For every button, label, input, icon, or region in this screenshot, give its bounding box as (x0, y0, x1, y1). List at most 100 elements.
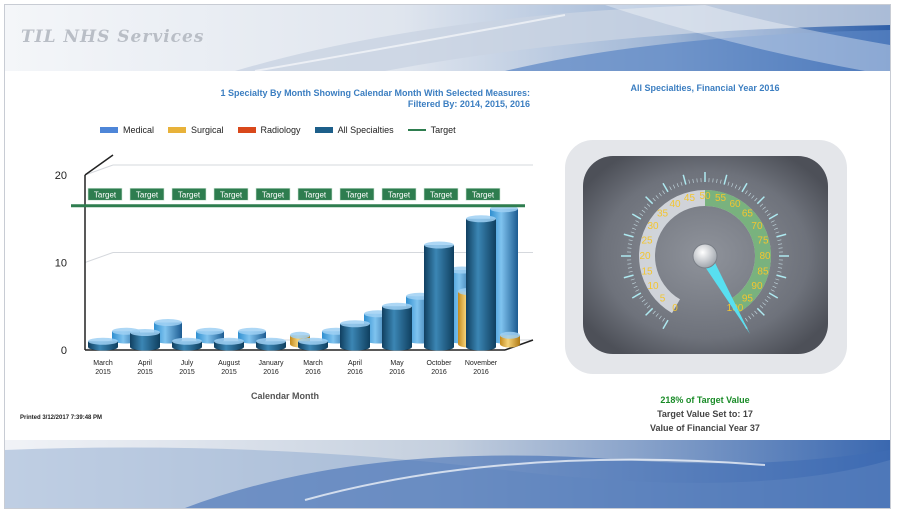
bar-all-specialties-top (298, 337, 328, 345)
gridline-side (84, 164, 114, 176)
x-tick-label: 2015 (137, 369, 153, 376)
bar-all-specialties-top (172, 337, 202, 345)
gauge-needle (699, 253, 750, 334)
legend-item-medical[interactable]: Medical (100, 125, 154, 135)
bar-all-specialties (172, 337, 202, 351)
gauge-tick (723, 174, 728, 185)
y-tick-label: 20 (55, 170, 67, 182)
legend-swatch-radiology (237, 127, 256, 133)
gauge-tick (777, 239, 782, 241)
gauge-tick (652, 310, 656, 315)
gauge-tick (646, 305, 651, 309)
gauge-tick-label: 50 (699, 191, 711, 202)
app-title: TIL NHS Services (21, 27, 205, 47)
printed-timestamp: Printed 3/12/2017 7:39:48 PM (20, 415, 103, 421)
x-tick-label: May (390, 360, 404, 367)
x-tick-label: 2016 (263, 369, 279, 376)
gauge-tick (623, 274, 634, 279)
target-label-box (339, 187, 375, 201)
gauge-value-text: Value of Financial Year 37 (650, 423, 760, 433)
gauge-tick (745, 317, 748, 322)
gauge-tick (646, 203, 651, 207)
x-tick-label: 2016 (473, 369, 489, 376)
gauge-tick (776, 274, 787, 279)
bar-all-specialties (382, 302, 412, 351)
legend-item-radiology[interactable]: Radiology (237, 125, 301, 135)
gauge-tick (630, 278, 635, 281)
chart-legend[interactable]: Medical Surgical Radiology All Specialti… (100, 125, 456, 135)
gauge-tick-label: 15 (641, 267, 653, 278)
gauge-tick-label: 60 (729, 199, 741, 210)
x-tick-label: August (218, 360, 240, 367)
gauge-tick-label: 70 (751, 221, 763, 232)
y-axis-depth (84, 154, 114, 176)
x-tick-label: 2015 (95, 369, 111, 376)
target-label: Target (262, 190, 285, 199)
legend-label-radiology: Radiology (260, 125, 301, 135)
gauge-tick (756, 307, 765, 316)
gauge-tick (768, 292, 779, 299)
bar-all-specialties-top (382, 302, 412, 310)
x-tick-label: November (465, 360, 498, 367)
x-tick-label: March (303, 360, 323, 367)
gauge-tick (773, 282, 778, 285)
x-tick-label: October (427, 360, 453, 367)
gauge-tick (633, 224, 638, 227)
target-label: Target (388, 190, 411, 199)
gauge-tick-label: 20 (639, 251, 651, 262)
gauge-tick (662, 182, 669, 193)
gauge-tick (627, 267, 632, 269)
bar-all-specialties (424, 241, 454, 351)
gauge-tick (741, 182, 748, 193)
gauge-tick (673, 184, 676, 189)
gauge-tick (644, 302, 648, 306)
gauge-tick (628, 239, 633, 241)
gauge-target-text: Target Value Set to: 17 (657, 409, 753, 419)
gauge-tick (632, 227, 637, 230)
bar-medical-body (490, 208, 518, 344)
chart-title: 1 Specialty By Month Showing Calendar Mo… (150, 88, 530, 110)
bar-all-specialties-top (130, 329, 160, 336)
gauge-needle-cap (692, 243, 718, 269)
gauge-tick (627, 243, 632, 245)
target-label: Target (136, 190, 159, 199)
gauge-tick (688, 179, 690, 184)
legend-item-all-specialties[interactable]: All Specialties (314, 125, 394, 135)
gauge-tick (635, 220, 640, 223)
chart-title-line-1: 1 Specialty By Month Showing Calendar Mo… (220, 88, 530, 98)
footer-banner (5, 440, 890, 508)
legend-item-target[interactable]: Target (407, 125, 456, 135)
gauge-tick (766, 213, 771, 216)
gauge-tick (662, 319, 669, 330)
gauge-tick (630, 231, 635, 234)
x-tick-label: 2015 (221, 369, 237, 376)
x-axis-title: Calendar Month (250, 391, 319, 401)
bar-all-specialties-body (382, 306, 412, 351)
target-label: Target (220, 190, 243, 199)
target-label: Target (472, 190, 495, 199)
gauge-tick (773, 227, 778, 230)
gauge-tick (655, 313, 659, 317)
gauge-tick (628, 271, 633, 273)
gauge-widget: 0510152025303540455055606570758085909510… (565, 140, 847, 374)
x-tick-label: 2016 (389, 369, 405, 376)
bar-all-specialties (130, 329, 160, 351)
bar-medical-body (154, 322, 182, 344)
gauge-summary: 218% of Target Value Target Value Set to… (580, 393, 830, 435)
target-label-box (381, 187, 417, 201)
gauge-tick (644, 206, 648, 210)
bar-all-specialties-top (214, 337, 244, 345)
target-label-box (423, 187, 459, 201)
bar-medical (154, 319, 182, 344)
gridline-side (84, 252, 114, 263)
bar-all-specialties-body (130, 332, 160, 351)
bar-medical-top (154, 319, 182, 326)
bar-all-specialties (256, 337, 286, 351)
legend-item-surgical[interactable]: Surgical (168, 125, 224, 135)
gauge-tick (768, 213, 779, 220)
x-tick-label: 2016 (305, 369, 321, 376)
bar-all-specialties-top (466, 215, 496, 223)
header-banner (5, 5, 890, 71)
bar-all-specialties (340, 320, 370, 351)
bar-medical-top (238, 327, 266, 335)
